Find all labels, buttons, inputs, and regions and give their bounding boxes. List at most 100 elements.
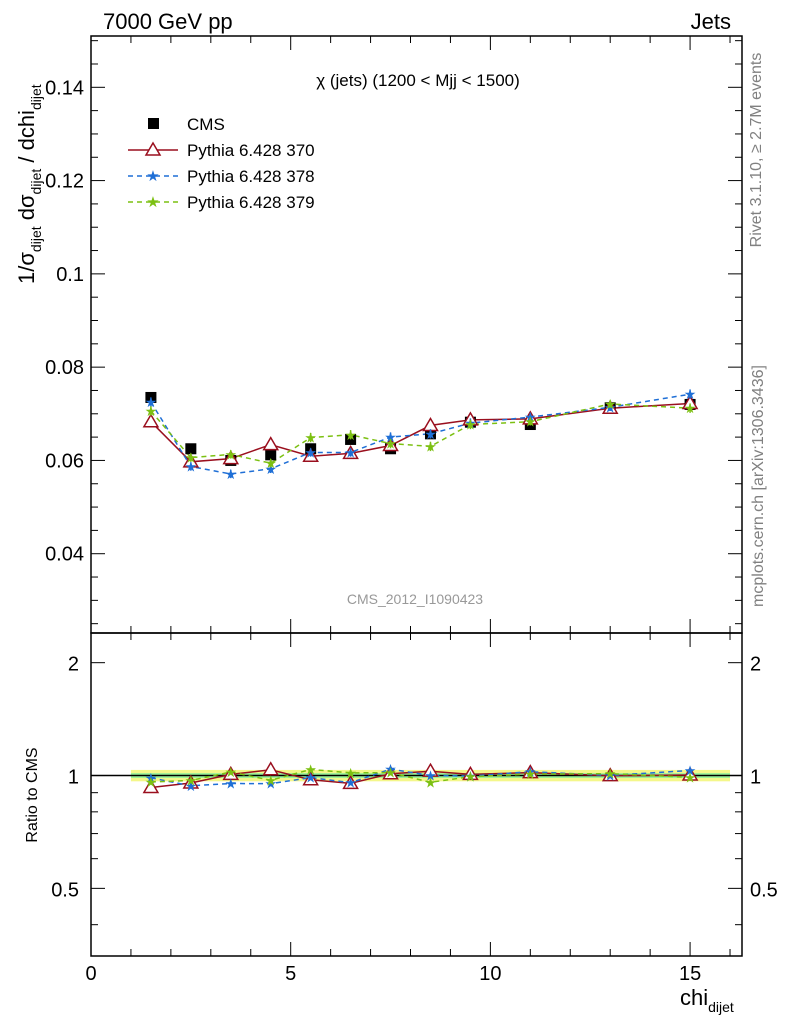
- rivet-version-label: Rivet 3.1.10, ≥ 2.7M events: [748, 53, 765, 248]
- series-line-3: [150, 403, 691, 464]
- data-point-star: ★: [424, 426, 437, 442]
- legend: CMS Pythia 6.428 370 ★ Pythia 6.428 378 …: [128, 115, 315, 212]
- legend-label-py379: Pythia 6.428 379: [187, 193, 315, 212]
- main-y-axis-label: 1/σdijet dσdijet / dchidijet: [14, 84, 44, 284]
- main-y-tick-label: 0.08: [45, 357, 84, 379]
- data-point-star: ★: [344, 445, 357, 461]
- data-point-star: ★: [185, 450, 198, 466]
- series-line-1: [150, 402, 691, 463]
- ratio-line-2: [150, 768, 691, 787]
- ratio-y-tick-label: 1: [68, 767, 79, 789]
- data-point-star: ★: [264, 461, 277, 477]
- main-y-tick-label: 0.06: [45, 450, 84, 472]
- main-panel: 0.040.060.080.10.120.14 ★★ ★ ★★ ★★ ★★ ★★★★★ ★★…: [14, 35, 743, 634]
- data-point-star: ★: [304, 445, 317, 461]
- ratio-point-star: ★: [185, 772, 198, 788]
- data-point-star: ★: [344, 427, 357, 443]
- data-point-star: ★: [464, 417, 477, 433]
- data-point-star: ★: [524, 414, 537, 430]
- ratio-y-tick-label-right: 0.5: [750, 879, 778, 901]
- ratio-point-star: ★: [264, 772, 277, 788]
- legend-entry-py370: Pythia 6.428 370: [128, 141, 315, 160]
- legend-entry-py378: ★ Pythia 6.428 378: [128, 167, 315, 186]
- ratio-point-star: ★: [185, 778, 198, 794]
- data-point-star: ★: [424, 438, 437, 454]
- x-tick-label: 0: [85, 963, 96, 985]
- data-point-star: ★: [185, 458, 198, 474]
- ratio-point-py370: [462, 765, 479, 781]
- data-point-star: ★: [264, 455, 277, 471]
- data-point-star: ★: [684, 386, 697, 402]
- ratio-point-star: ★: [524, 764, 537, 780]
- data-point-star: ★: [684, 400, 697, 416]
- ratio-point-star: ★: [225, 776, 238, 792]
- ratio-y-tick-label: 2: [68, 654, 79, 676]
- ratio-panel: 0.5 0.51 12 20 5 10 15 ★ ★ ★ ★ ★ ★★ ★ ★ ★ ★ ★★ ★★★★ ★ ★★ ★ ★ ★…: [24, 632, 778, 1015]
- data-point-star: ★: [145, 394, 158, 410]
- ratio-point-star: ★: [424, 768, 437, 784]
- ratio-point-star: ★: [344, 765, 357, 781]
- ratio-point-star: ★: [145, 774, 158, 790]
- legend-marker-py378: ★: [146, 168, 159, 185]
- ratio-point-star: ★: [464, 769, 477, 785]
- header-beam-label: 7000 GeV pp: [103, 9, 233, 34]
- x-tick-label: 10: [479, 963, 501, 985]
- data-point-star: ★: [225, 446, 238, 462]
- x-tick-label: 5: [285, 963, 296, 985]
- ratio-point-star: ★: [304, 761, 317, 777]
- ratio-panel-frame: [90, 632, 743, 957]
- ratio-point-star: ★: [304, 770, 317, 786]
- ratio-point-py370: [142, 779, 160, 794]
- legend-marker-py370: [144, 141, 162, 156]
- ratio-y-axis-label: Ratio to CMS: [24, 747, 41, 842]
- legend-entry-py379: ★ Pythia 6.428 379: [128, 193, 315, 212]
- data-point-star: ★: [225, 466, 238, 482]
- legend-label-py370: Pythia 6.428 370: [187, 141, 315, 160]
- ratio-point-star: ★: [384, 765, 397, 781]
- data-point-py370: [262, 436, 280, 451]
- ratio-point-star: ★: [684, 763, 697, 779]
- data-point-py370: [142, 413, 160, 428]
- data-point-star: ★: [524, 409, 537, 425]
- legend-label-py378: Pythia 6.428 378: [187, 167, 315, 186]
- main-y-tick-label: 0.12: [45, 171, 84, 193]
- ratio-point-star: ★: [344, 775, 357, 791]
- ratio-point-star: ★: [384, 761, 397, 777]
- ratio-point-py370: [681, 766, 699, 781]
- ratio-point-star: ★: [424, 774, 437, 790]
- data-point-star: ★: [384, 436, 397, 452]
- ratio-point-star: ★: [524, 766, 537, 782]
- header-category-label: Jets: [691, 9, 731, 34]
- legend-marker-cms: [148, 118, 159, 129]
- data-point-star: ★: [384, 429, 397, 445]
- legend-entry-cms: CMS: [148, 115, 225, 134]
- main-y-tick-label: 0.14: [45, 77, 84, 99]
- ratio-point-star: ★: [145, 770, 158, 786]
- main-y-tick-label: 0.1: [56, 264, 84, 286]
- data-point-star: ★: [604, 396, 617, 412]
- ratio-point-star: ★: [604, 766, 617, 782]
- watermark-label: CMS_2012_I1090423: [347, 591, 483, 607]
- data-point-star: ★: [145, 403, 158, 419]
- ratio-point-star: ★: [264, 776, 277, 792]
- data-point-cms: [265, 449, 277, 461]
- data-point-star: ★: [304, 430, 317, 446]
- main-y-tick-label: 0.04: [45, 544, 84, 566]
- x-axis-label: chidijet: [680, 985, 734, 1015]
- ratio-line-3: [150, 768, 691, 784]
- ratio-y-tick-label: 0.5: [51, 879, 79, 901]
- ratio-point-star: ★: [684, 769, 697, 785]
- ratio-y-tick-label-right: 2: [750, 654, 761, 676]
- chart-title: χ (jets) (1200 < Mjj < 1500): [316, 71, 520, 90]
- mcplots-source-label: mcplots.cern.ch [arXiv:1306.3436]: [750, 365, 767, 607]
- ratio-line-1: [150, 769, 691, 789]
- legend-label-cms: CMS: [187, 115, 225, 134]
- ratio-point-py370: [262, 761, 280, 776]
- x-tick-label: 15: [679, 963, 701, 985]
- ratio-point-star: ★: [225, 764, 238, 780]
- legend-marker-py379: ★: [146, 194, 159, 211]
- series-line-2: [150, 393, 691, 475]
- data-point-cms: [185, 443, 197, 455]
- ratio-y-tick-label-right: 1: [750, 767, 761, 789]
